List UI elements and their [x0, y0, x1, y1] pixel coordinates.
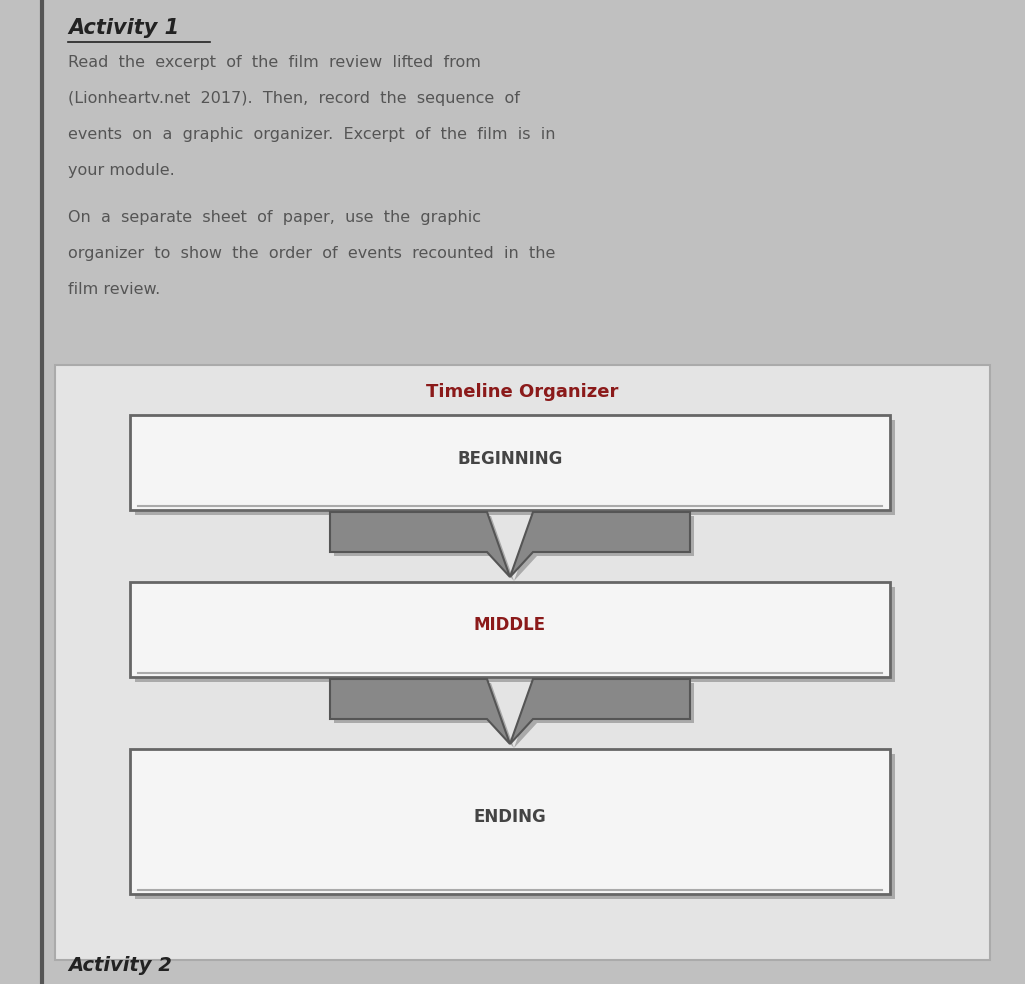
Text: Timeline Organizer: Timeline Organizer	[426, 383, 619, 401]
Polygon shape	[334, 683, 514, 748]
Text: ENDING: ENDING	[474, 809, 546, 827]
Polygon shape	[514, 683, 694, 748]
Polygon shape	[334, 516, 514, 581]
Text: Activity 1: Activity 1	[68, 18, 179, 38]
Polygon shape	[510, 679, 690, 744]
Bar	[135, 420, 895, 515]
Text: your module.: your module.	[68, 163, 174, 178]
Bar	[135, 587, 895, 682]
Text: events  on  a  graphic  organizer.  Excerpt  of  the  film  is  in: events on a graphic organizer. Excerpt o…	[68, 127, 556, 142]
Bar	[135, 754, 895, 899]
Text: (Lionheartv.net  2017).  Then,  record  the  sequence  of: (Lionheartv.net 2017). Then, record the …	[68, 91, 520, 106]
Bar	[130, 749, 890, 894]
Text: Read  the  excerpt  of  the  film  review  lifted  from: Read the excerpt of the film review lift…	[68, 55, 481, 70]
Polygon shape	[330, 679, 510, 744]
Text: MIDDLE: MIDDLE	[474, 617, 546, 635]
Text: BEGINNING: BEGINNING	[457, 450, 563, 467]
Text: On  a  separate  sheet  of  paper,  use  the  graphic: On a separate sheet of paper, use the gr…	[68, 210, 481, 225]
Bar	[130, 582, 890, 677]
Text: film review.: film review.	[68, 282, 160, 297]
Polygon shape	[510, 512, 690, 577]
Polygon shape	[514, 516, 694, 581]
Bar	[55, 365, 990, 960]
Bar	[130, 415, 890, 510]
Text: Activity 2: Activity 2	[68, 956, 172, 975]
Text: organizer  to  show  the  order  of  events  recounted  in  the: organizer to show the order of events re…	[68, 246, 556, 261]
Polygon shape	[330, 512, 510, 577]
